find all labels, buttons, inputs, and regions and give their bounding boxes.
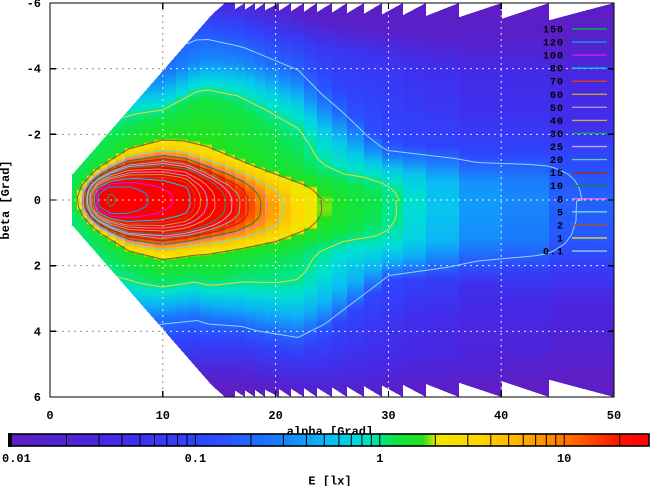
svg-text:2: 2 bbox=[34, 260, 41, 274]
svg-text:30: 30 bbox=[381, 409, 395, 423]
svg-text:25: 25 bbox=[550, 143, 564, 154]
svg-text:1: 1 bbox=[557, 234, 564, 245]
svg-text:20: 20 bbox=[550, 156, 564, 167]
svg-text:70: 70 bbox=[550, 78, 564, 89]
svg-text:120: 120 bbox=[543, 39, 564, 50]
svg-text:40: 40 bbox=[550, 117, 564, 128]
svg-text:80: 80 bbox=[550, 65, 564, 76]
svg-text:0: 0 bbox=[34, 194, 41, 208]
svg-text:0.1: 0.1 bbox=[185, 452, 207, 466]
svg-text:60: 60 bbox=[550, 91, 564, 102]
svg-text:50: 50 bbox=[607, 409, 621, 423]
svg-text:0.1: 0.1 bbox=[543, 248, 564, 259]
svg-text:E [lx]: E [lx] bbox=[308, 475, 351, 486]
svg-text:1: 1 bbox=[376, 452, 383, 466]
svg-text:5: 5 bbox=[557, 208, 564, 219]
svg-text:10: 10 bbox=[557, 452, 571, 466]
svg-text:8: 8 bbox=[557, 195, 564, 206]
svg-text:beta [Grad]: beta [Grad] bbox=[0, 160, 13, 239]
svg-text:100: 100 bbox=[543, 52, 564, 63]
svg-text:50: 50 bbox=[550, 104, 564, 115]
svg-text:40: 40 bbox=[494, 409, 508, 423]
svg-text:0: 0 bbox=[46, 409, 53, 423]
svg-text:15: 15 bbox=[550, 169, 564, 180]
svg-text:30: 30 bbox=[550, 130, 564, 141]
svg-text:10: 10 bbox=[550, 182, 564, 193]
svg-text:6: 6 bbox=[34, 391, 41, 405]
svg-text:-2: -2 bbox=[27, 128, 41, 142]
svg-text:150: 150 bbox=[543, 26, 564, 37]
svg-text:20: 20 bbox=[268, 409, 282, 423]
svg-text:2: 2 bbox=[557, 221, 564, 232]
svg-text:10: 10 bbox=[156, 409, 170, 423]
svg-text:0.01: 0.01 bbox=[2, 452, 31, 466]
svg-text:-4: -4 bbox=[27, 63, 41, 77]
svg-text:4: 4 bbox=[34, 325, 41, 339]
svg-text:-6: -6 bbox=[27, 0, 41, 11]
